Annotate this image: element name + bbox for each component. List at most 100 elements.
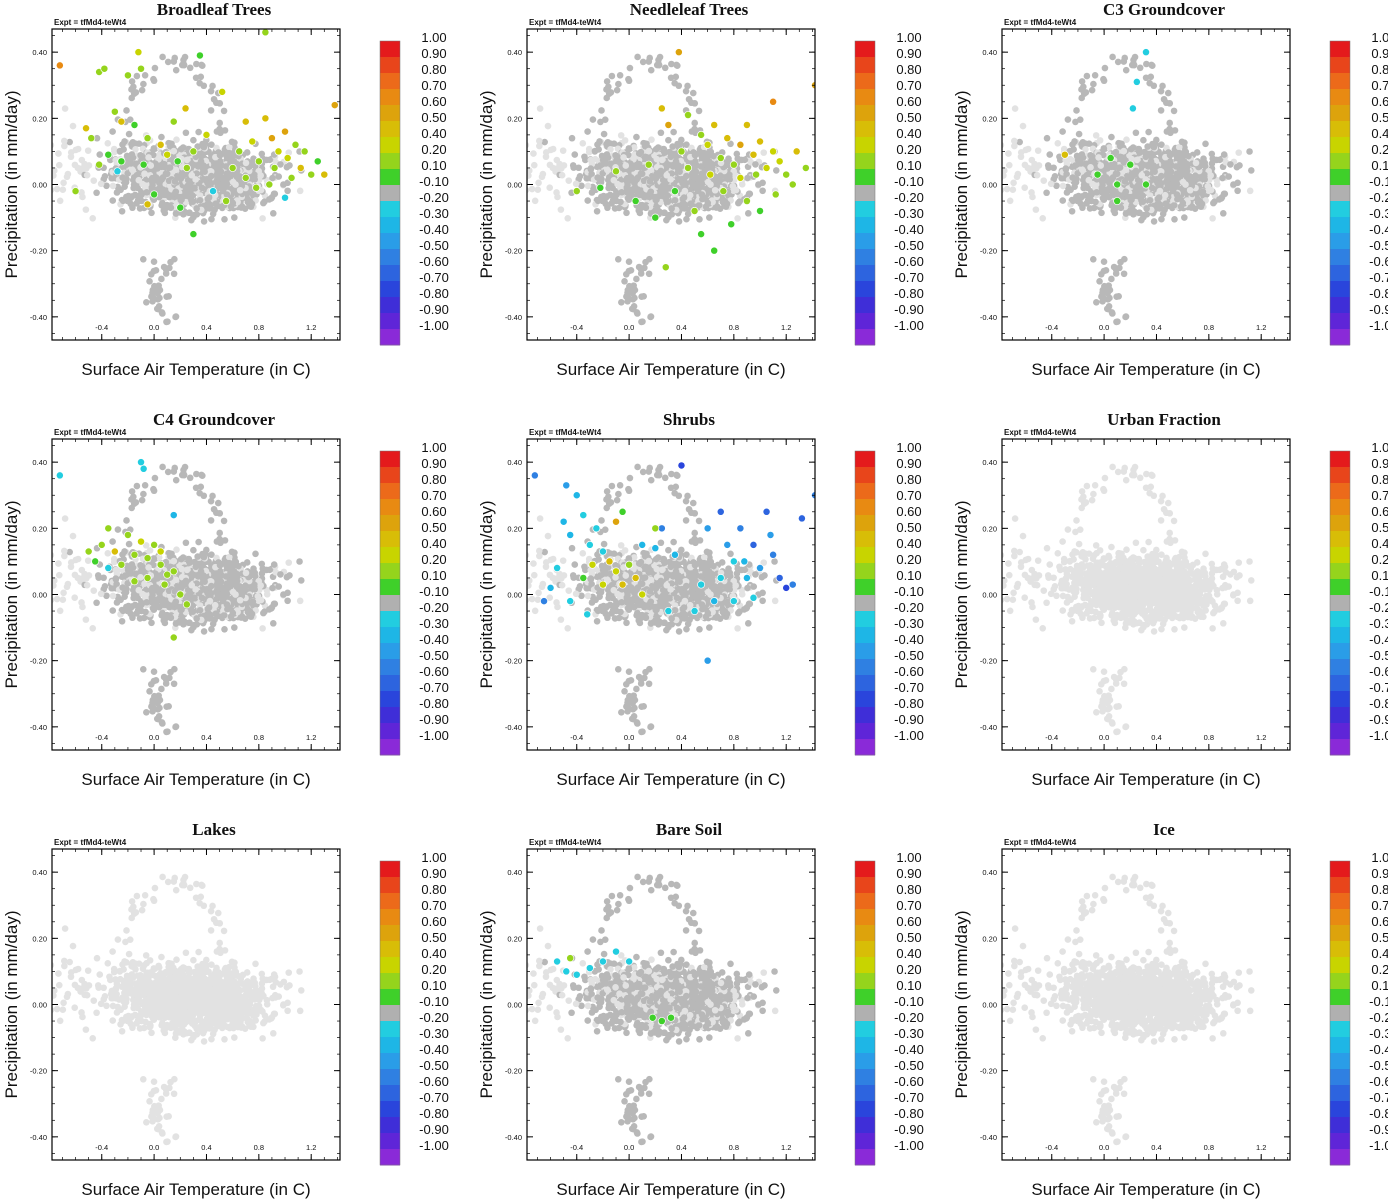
highlight-point xyxy=(209,187,217,196)
scatter-point xyxy=(1090,80,1097,88)
scatter-point xyxy=(613,86,621,94)
scatter-point xyxy=(1158,141,1165,149)
scatter-point xyxy=(145,154,152,161)
scatter-point xyxy=(186,64,194,72)
colorbar-label: 0.20 xyxy=(421,142,446,157)
scatter-point xyxy=(146,278,153,285)
colorbar-label: 1.00 xyxy=(1371,30,1388,45)
scatter-point xyxy=(1132,167,1140,175)
scatter-point xyxy=(1132,129,1140,137)
scatter-point xyxy=(1057,156,1064,164)
scatter-point xyxy=(661,64,669,72)
scatter-point xyxy=(1156,205,1163,212)
scatter-point xyxy=(127,200,134,208)
scatter-point xyxy=(61,142,68,150)
scatter-point xyxy=(589,116,597,123)
scatter-point xyxy=(242,159,250,167)
colorbar: 1.000.900.800.700.600.500.400.200.10-0.1… xyxy=(854,30,924,346)
scatter-point xyxy=(208,141,215,149)
scatter-point xyxy=(617,198,624,206)
y-tick-label: 0.20 xyxy=(982,114,997,123)
scatter-point xyxy=(698,170,706,177)
scatter-point xyxy=(182,129,190,137)
scatter-point xyxy=(193,205,200,212)
scatter-point xyxy=(1091,71,1099,79)
highlight-point xyxy=(651,213,660,222)
highlight-point xyxy=(169,117,178,126)
highlight-point xyxy=(729,160,738,169)
colorbar-swatch xyxy=(1330,185,1350,202)
colorbar-swatch xyxy=(1330,41,1350,58)
scatter-point xyxy=(181,53,189,61)
scatter-point xyxy=(607,160,615,167)
scatter-point xyxy=(759,187,766,195)
scatter-point xyxy=(162,170,170,178)
x-tick-label: 0.8 xyxy=(1204,323,1214,332)
scatter-point xyxy=(599,170,607,177)
scatter-point xyxy=(697,163,705,170)
scatter-point xyxy=(1019,122,1027,130)
scatter-point xyxy=(52,167,58,174)
scatter-point xyxy=(196,152,204,159)
scatter-point xyxy=(1074,170,1082,177)
scatter-point xyxy=(216,100,224,107)
y-axis-label: Precipitation (in mm/day) xyxy=(477,90,496,278)
scatter-point xyxy=(625,145,633,153)
scatter-point xyxy=(280,181,287,188)
scatter-point xyxy=(81,160,88,168)
scatter-point xyxy=(1024,164,1032,172)
scatter-point xyxy=(225,143,233,151)
scatter-point xyxy=(173,136,180,143)
scatter-point xyxy=(127,160,135,167)
scatter-point xyxy=(128,151,136,158)
highlight-point xyxy=(139,160,148,169)
highlight-point xyxy=(291,140,300,149)
x-tick-label: 0.0 xyxy=(624,323,634,332)
scatter-point xyxy=(659,176,667,184)
scatter-point xyxy=(1142,74,1150,82)
scatter-point xyxy=(1072,118,1079,126)
scatter-point xyxy=(172,66,180,74)
highlight-point xyxy=(697,130,706,139)
scatter-point xyxy=(1227,161,1234,168)
scatter-point xyxy=(637,170,645,178)
colorbar-label: -0.70 xyxy=(419,270,449,285)
colorbar-label: -0.50 xyxy=(419,238,449,253)
scatter-point xyxy=(52,142,55,149)
x-tick-label: 1.2 xyxy=(1256,323,1266,332)
scatter-point xyxy=(708,164,716,172)
scatter-point xyxy=(755,181,762,188)
scatter-point xyxy=(1121,255,1128,263)
scatter-point xyxy=(712,176,720,184)
colorbar: 1.000.900.800.700.600.500.400.200.10-0.1… xyxy=(379,30,449,346)
scatter-point xyxy=(52,172,57,179)
scatter-point xyxy=(738,181,746,188)
scatter-point xyxy=(208,172,215,180)
colorbar-swatch xyxy=(380,169,400,186)
scatter-point xyxy=(1186,186,1194,194)
scatter-point xyxy=(1173,170,1181,177)
scatter-point xyxy=(1115,293,1122,300)
scatter-point xyxy=(681,187,689,195)
highlight-point xyxy=(710,246,719,255)
scatter-point xyxy=(1070,146,1077,153)
colorbar-swatch xyxy=(855,233,875,250)
scatter-point xyxy=(602,160,610,167)
colorbar-swatch xyxy=(855,153,875,170)
scatter-point xyxy=(166,164,174,171)
scatter-point xyxy=(1113,318,1120,326)
scatter-point xyxy=(1192,159,1200,167)
scatter-points xyxy=(527,48,815,326)
colorbar-swatch xyxy=(380,217,400,234)
scatter-point xyxy=(1112,170,1120,178)
scatter-point xyxy=(584,182,592,190)
colorbar-label: 0.10 xyxy=(421,158,446,173)
scatter-point xyxy=(1100,145,1108,153)
scatter-point xyxy=(1175,149,1183,157)
scatter-point xyxy=(188,171,196,179)
scatter-point xyxy=(214,160,222,167)
highlight-point xyxy=(762,164,771,172)
scatter-point xyxy=(1122,166,1130,174)
scatter-point xyxy=(623,209,630,217)
scatter-point xyxy=(1208,160,1216,167)
